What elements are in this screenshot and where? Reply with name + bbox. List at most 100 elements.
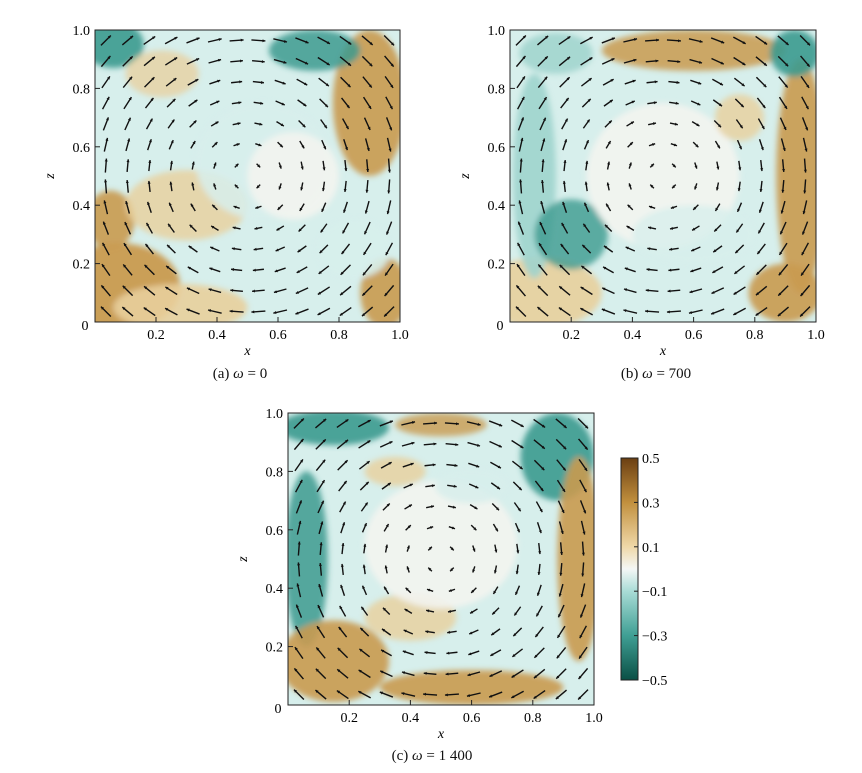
vector-arrowhead bbox=[295, 604, 299, 608]
vector-arrowhead bbox=[558, 593, 562, 597]
vector-arrowhead bbox=[298, 228, 302, 232]
vector-arrowhead bbox=[651, 143, 656, 147]
vector-arrowhead bbox=[129, 56, 133, 60]
vector-arrowhead bbox=[358, 669, 362, 673]
caption-value: = 0 bbox=[243, 366, 268, 382]
vector-arrowhead bbox=[126, 159, 130, 163]
vector-arrowhead bbox=[676, 80, 680, 84]
vector-arrowhead bbox=[368, 105, 372, 109]
y-tick-label: 0.4 bbox=[266, 582, 284, 597]
vector-arrowhead bbox=[430, 505, 434, 509]
vector-arrowhead bbox=[646, 268, 650, 272]
field-region bbox=[288, 413, 389, 446]
caption-value: = 1 400 bbox=[422, 748, 473, 764]
vector-arrowhead bbox=[148, 139, 152, 143]
vector-arrowhead bbox=[345, 146, 348, 151]
caption-symbol: ω bbox=[233, 366, 244, 382]
vector-arrowhead bbox=[539, 508, 543, 513]
vector-arrowhead bbox=[653, 101, 657, 105]
vector-arrowhead bbox=[693, 206, 697, 210]
vector-arrowhead bbox=[321, 188, 325, 192]
vector-arrowhead bbox=[346, 104, 350, 109]
vector-arrowhead bbox=[558, 614, 561, 618]
vector-arrowhead bbox=[321, 500, 324, 504]
vector-arrowhead bbox=[297, 562, 301, 566]
vector-arrowhead bbox=[582, 531, 586, 535]
vector-arrowhead bbox=[562, 180, 566, 184]
vector-arrowhead bbox=[344, 168, 348, 172]
vector-arrowhead bbox=[367, 420, 371, 423]
vector-arrowhead bbox=[560, 551, 564, 555]
x-tick-label: 1.0 bbox=[391, 328, 409, 343]
vector-arrowhead bbox=[281, 102, 285, 106]
vector-arrowhead bbox=[322, 418, 327, 422]
vector-arrowhead bbox=[279, 144, 283, 148]
x-axis-label: x bbox=[243, 344, 251, 359]
vector-arrowhead bbox=[296, 270, 300, 273]
vector-arrowhead bbox=[147, 201, 150, 206]
vector-arrowhead bbox=[514, 612, 518, 616]
vector-arrowhead bbox=[650, 163, 654, 167]
vector-arrowhead bbox=[630, 121, 634, 125]
vector-arrowhead bbox=[806, 63, 810, 67]
vector-arrowhead bbox=[384, 313, 388, 317]
vector-arrowhead bbox=[300, 418, 304, 422]
vector-arrowhead bbox=[589, 57, 593, 61]
vector-arrowhead bbox=[520, 424, 524, 427]
x-tick-label: 1.0 bbox=[807, 328, 825, 343]
vector-arrowhead bbox=[429, 526, 434, 530]
vector-arrowhead bbox=[128, 97, 132, 101]
vector-arrowhead bbox=[477, 422, 481, 426]
vector-arrowhead bbox=[781, 189, 785, 193]
vector-arrowhead bbox=[300, 459, 303, 463]
vector-arrowhead bbox=[146, 222, 150, 227]
vector-arrowhead bbox=[277, 206, 281, 210]
vector-arrowhead bbox=[321, 480, 325, 484]
vector-arrowhead bbox=[602, 287, 606, 291]
vector-arrowhead bbox=[584, 467, 588, 471]
vector-arrowhead bbox=[606, 182, 610, 186]
vector-arrowhead bbox=[563, 160, 567, 164]
vector-arrowhead bbox=[237, 122, 241, 126]
vector-arrowhead bbox=[365, 189, 369, 193]
vector-arrowhead bbox=[800, 313, 804, 317]
vector-arrowhead bbox=[366, 461, 370, 465]
vector-arrowhead bbox=[564, 118, 568, 122]
field-region bbox=[268, 30, 361, 71]
vector-arrowhead bbox=[283, 39, 287, 43]
vector-arrowhead bbox=[127, 117, 131, 121]
vector-arrowhead bbox=[294, 668, 298, 672]
vector-arrowhead bbox=[251, 310, 255, 314]
vector-arrowhead bbox=[103, 200, 107, 204]
vector-arrowhead bbox=[476, 443, 481, 447]
vector-arrowhead bbox=[341, 543, 345, 547]
vector-arrowhead bbox=[742, 41, 746, 44]
field-region bbox=[395, 413, 487, 437]
vector-arrowhead bbox=[780, 210, 784, 214]
vector-arrowhead bbox=[777, 313, 782, 317]
vector-arrowhead bbox=[408, 504, 412, 508]
vector-arrowhead bbox=[424, 651, 428, 655]
vector-arrowhead bbox=[389, 441, 393, 445]
vector-arrowhead bbox=[536, 613, 540, 617]
vector-arrowhead bbox=[338, 626, 342, 631]
vector-arrowhead bbox=[584, 425, 589, 429]
vector-arrowhead bbox=[186, 308, 190, 312]
vector-arrowhead bbox=[390, 42, 395, 46]
vector-arrowhead bbox=[317, 312, 321, 315]
vector-arrowhead bbox=[296, 583, 300, 587]
vector-arrowhead bbox=[401, 671, 406, 675]
vector-arrowhead bbox=[367, 440, 371, 444]
vector-arrowhead bbox=[195, 79, 199, 82]
vector-arrowhead bbox=[191, 182, 195, 186]
vector-arrowhead bbox=[406, 566, 410, 570]
heatmap-a bbox=[95, 30, 400, 322]
vector-arrowhead bbox=[230, 288, 234, 292]
vector-arrowhead bbox=[362, 292, 366, 296]
vector-arrowhead bbox=[583, 510, 587, 514]
vector-arrowhead bbox=[258, 143, 262, 147]
vector-arrowhead bbox=[522, 55, 526, 60]
vector-arrowhead bbox=[123, 243, 127, 247]
vector-arrowhead bbox=[760, 146, 764, 151]
vector-arrowhead bbox=[305, 40, 309, 44]
